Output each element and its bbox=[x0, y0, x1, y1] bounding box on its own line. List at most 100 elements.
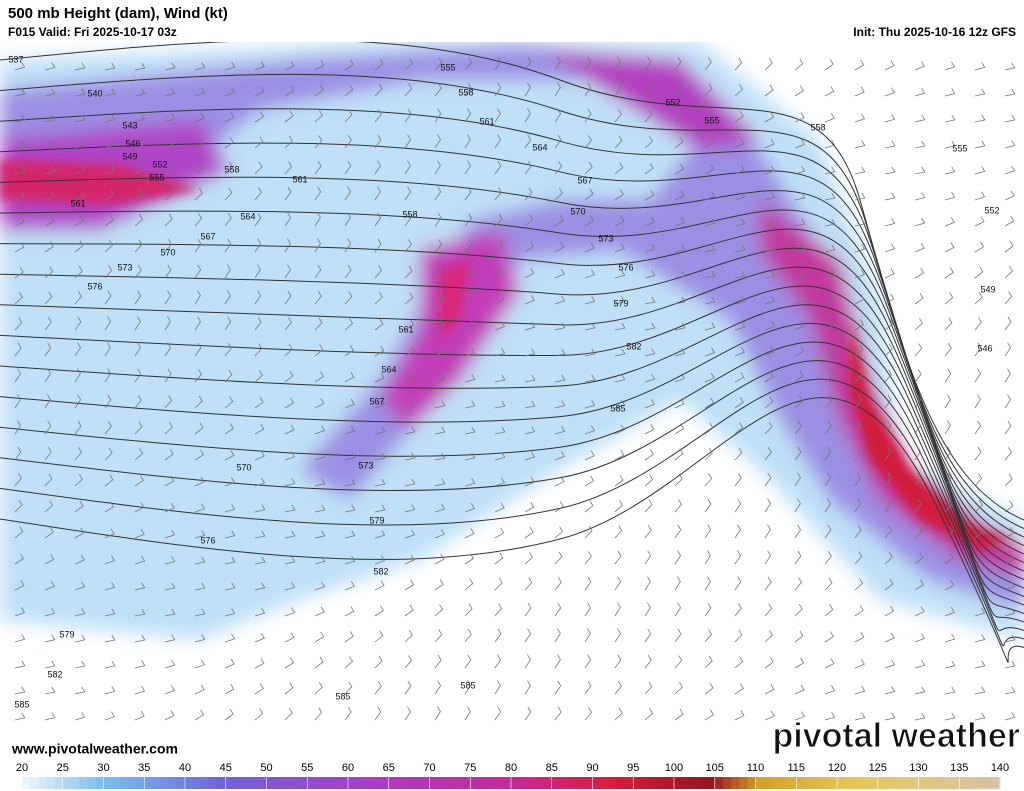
wind-barb bbox=[464, 374, 476, 383]
wind-barb bbox=[944, 191, 956, 201]
wind-barb bbox=[344, 160, 352, 175]
wind-barb bbox=[734, 218, 746, 227]
wind-barb bbox=[824, 524, 832, 539]
wind-barb bbox=[134, 685, 146, 695]
colorbar-tick-label: 125 bbox=[869, 762, 887, 774]
wind-barb bbox=[704, 164, 715, 175]
wind-barb bbox=[374, 478, 386, 487]
wind-barb bbox=[554, 706, 562, 721]
colorbar-swatch bbox=[478, 777, 488, 789]
wind-barb bbox=[194, 369, 202, 383]
wind-barb bbox=[614, 576, 622, 591]
colorbar-swatch bbox=[592, 777, 602, 789]
wind-barb bbox=[374, 58, 384, 71]
wind-barb bbox=[554, 82, 561, 97]
wind-barb bbox=[374, 134, 382, 149]
wind-barb bbox=[494, 134, 501, 149]
wind-barb bbox=[974, 114, 986, 123]
wind-barb bbox=[614, 108, 622, 123]
colorbar-swatch bbox=[152, 777, 162, 789]
wind-barb bbox=[764, 498, 771, 513]
wind-barb bbox=[14, 580, 25, 591]
wind-barb bbox=[104, 394, 112, 409]
wind-barb bbox=[764, 630, 773, 643]
colorbar-swatch bbox=[323, 777, 333, 789]
wind-barb bbox=[314, 478, 326, 487]
wind-barb bbox=[14, 114, 26, 123]
wind-barb bbox=[404, 292, 414, 305]
wind-barb bbox=[734, 602, 742, 617]
wind-barb bbox=[284, 370, 294, 383]
wind-barb bbox=[794, 370, 804, 383]
wind-barb bbox=[374, 605, 384, 617]
wind-barb bbox=[464, 452, 476, 461]
wind-barb bbox=[224, 187, 233, 201]
wind-barb bbox=[464, 239, 473, 253]
wind-barb bbox=[74, 686, 86, 695]
wind-barb bbox=[14, 473, 22, 487]
wind-barb bbox=[764, 603, 773, 617]
wind-barb bbox=[44, 527, 54, 539]
wind-barb bbox=[554, 654, 561, 669]
contour-label: 564 bbox=[240, 211, 255, 221]
wind-barb bbox=[254, 238, 261, 253]
wind-barb bbox=[104, 342, 111, 357]
wind-barb bbox=[194, 476, 205, 487]
wind-barb bbox=[794, 577, 802, 591]
wind-barb bbox=[554, 241, 565, 253]
wind-barb bbox=[314, 85, 324, 97]
wind-barb bbox=[404, 83, 413, 97]
wind-barb bbox=[374, 580, 385, 591]
wind-barb bbox=[764, 550, 772, 565]
wind-barb bbox=[854, 524, 862, 539]
wind-barb bbox=[434, 503, 446, 513]
wind-barb bbox=[134, 710, 145, 721]
wind-barb bbox=[974, 241, 985, 253]
wind-barb bbox=[104, 421, 112, 435]
wind-barb bbox=[644, 162, 654, 175]
wind-barb bbox=[284, 317, 292, 331]
wind-barb bbox=[164, 685, 175, 695]
wind-barb bbox=[944, 580, 955, 591]
colorbar-swatch bbox=[87, 777, 96, 789]
wind-barb bbox=[74, 473, 83, 487]
wind-barb bbox=[794, 320, 805, 331]
wind-barb bbox=[404, 680, 412, 695]
wind-barb bbox=[584, 628, 591, 643]
colorbar-swatch bbox=[250, 777, 259, 789]
wind-barb bbox=[824, 319, 835, 331]
wind-barb bbox=[1004, 215, 1015, 227]
wind-barb bbox=[884, 192, 896, 201]
wind-barb bbox=[104, 660, 116, 669]
colorbar-swatch bbox=[584, 777, 594, 789]
wind-barb bbox=[254, 396, 264, 409]
wind-barb bbox=[914, 61, 925, 71]
wind-barb bbox=[134, 264, 142, 279]
wind-barb bbox=[434, 57, 443, 71]
wind-barb bbox=[494, 654, 501, 669]
wind-barb bbox=[794, 139, 805, 149]
wind-barb bbox=[224, 477, 235, 487]
wind-barb bbox=[824, 370, 834, 383]
colorbar-tick-label: 80 bbox=[505, 762, 517, 774]
wind-barb bbox=[494, 552, 504, 565]
colorbar-swatch bbox=[665, 777, 675, 789]
wind-barb bbox=[194, 264, 202, 279]
wind-barb bbox=[704, 602, 712, 617]
wind-barb bbox=[104, 368, 111, 383]
wind-barb bbox=[464, 680, 471, 695]
wind-barb bbox=[134, 634, 146, 643]
wind-barb bbox=[164, 239, 172, 253]
wind-barb bbox=[704, 296, 716, 305]
colorbar-tick-label: 140 bbox=[991, 762, 1009, 774]
colorbar-swatch bbox=[193, 777, 202, 789]
wind-barb bbox=[734, 57, 743, 71]
wind-barb bbox=[764, 656, 774, 669]
wind-barb bbox=[614, 82, 622, 97]
wind-barb bbox=[134, 475, 144, 487]
wind-barb bbox=[764, 524, 771, 539]
wind-barb bbox=[824, 86, 835, 97]
wind-barb bbox=[944, 61, 956, 71]
wind-barb bbox=[554, 526, 564, 539]
colorbar-swatch bbox=[111, 777, 121, 789]
